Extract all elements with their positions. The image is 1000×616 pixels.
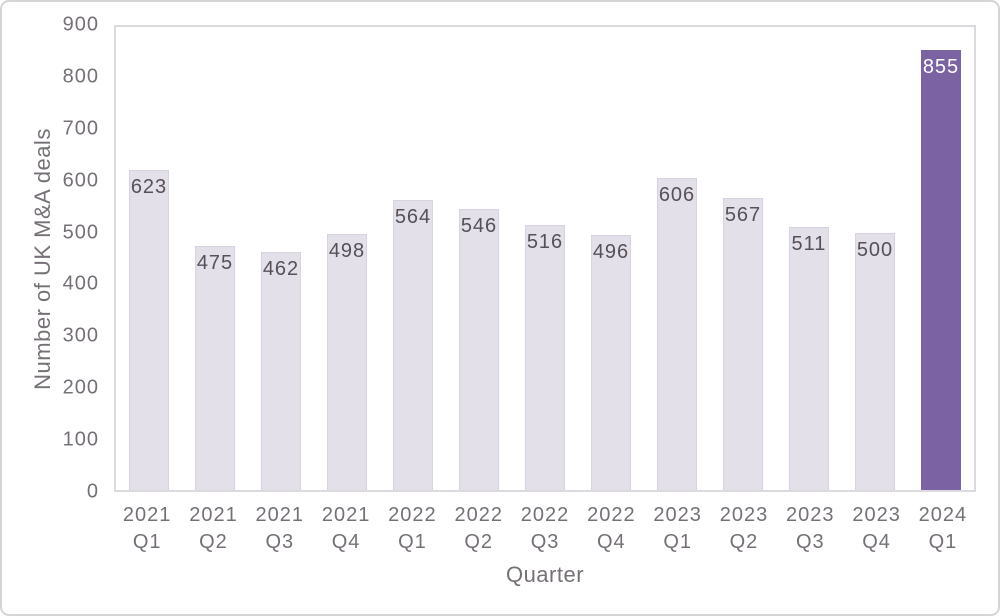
y-tick-label: 200 [62, 376, 99, 399]
x-tick-label: 2022 Q1 [379, 502, 445, 556]
x-tick-quarter: Q4 [331, 531, 361, 553]
x-tick-label: 2022 Q4 [578, 502, 644, 556]
y-tick-label: 0 [86, 480, 99, 503]
bar-value-label: 475 [196, 251, 234, 274]
x-tick-label: 2023 Q3 [777, 502, 843, 556]
bar-value-label: 500 [856, 238, 894, 261]
x-tick-label: 2023 Q2 [711, 502, 777, 556]
bar-highlighted: 855 [920, 50, 962, 490]
bar-series: 623 475 462 498 564 546 516 496 606 567 511 500 855 [116, 27, 974, 490]
x-tick-quarter: Q4 [862, 531, 891, 553]
bar: 462 [260, 252, 302, 490]
bar-column: 498 [314, 27, 380, 490]
bar-value-label: 516 [526, 230, 564, 253]
y-tick-label: 900 [62, 13, 99, 36]
x-tick-year: 2023 [719, 504, 769, 526]
bar-column: 511 [776, 27, 842, 490]
x-tick-label: 2023 Q4 [843, 502, 909, 556]
bar-value-label: 462 [262, 258, 300, 281]
bar-column: 564 [380, 27, 446, 490]
x-tick-quarter: Q3 [265, 531, 295, 553]
bar-column: 546 [446, 27, 512, 490]
x-tick-label: 2021 Q1 [114, 502, 180, 556]
x-tick-quarter: Q2 [729, 531, 759, 553]
y-tick-label: 300 [62, 324, 99, 347]
x-tick-year: 2022 [454, 504, 503, 526]
y-tick-label: 100 [62, 428, 99, 451]
x-tick-year: 2021 [321, 504, 371, 526]
x-tick-label: 2022 Q3 [512, 502, 578, 556]
bar-column: 516 [512, 27, 578, 490]
bar-value-label: 546 [460, 215, 498, 238]
bar: 496 [590, 234, 632, 490]
bar: 500 [854, 232, 896, 490]
y-tick-label: 400 [62, 272, 99, 295]
x-tick-year: 2022 [388, 504, 437, 526]
x-tick-label: 2021 Q2 [180, 502, 246, 556]
bar: 623 [128, 169, 170, 490]
plot-area: 623 475 462 498 564 546 516 496 606 567 511 500 855 [114, 25, 976, 492]
x-tick-quarter: Q2 [199, 531, 228, 553]
x-tick-year: 2023 [852, 504, 901, 526]
x-tick-year: 2021 [255, 504, 305, 526]
x-tick-quarter: Q1 [928, 531, 958, 553]
y-tick-label: 500 [62, 221, 99, 244]
bar: 546 [458, 209, 500, 490]
x-tick-year: 2023 [786, 504, 835, 526]
x-tick-quarter: Q3 [795, 531, 825, 553]
x-tick-label: 2024 Q1 [910, 502, 976, 556]
bar: 498 [326, 233, 368, 490]
x-tick-quarter: Q1 [663, 531, 692, 553]
x-tick-quarter: Q2 [464, 531, 494, 553]
y-tick-label: 700 [62, 117, 99, 140]
bar-column: 475 [182, 27, 248, 490]
bar-value-label: 623 [130, 175, 168, 198]
x-tick-quarter: Q4 [597, 531, 626, 553]
x-tick-year: 2024 [918, 504, 968, 526]
bar-column: 500 [842, 27, 908, 490]
bar: 606 [656, 178, 698, 490]
bar-value-label: 498 [328, 239, 366, 262]
x-tick-year: 2021 [122, 504, 172, 526]
bar-column: 855 [908, 27, 974, 490]
y-tick-label: 800 [62, 65, 99, 88]
bar: 567 [722, 198, 764, 490]
y-axis-title: Number of UK M&A deals [30, 128, 55, 390]
bar-column: 462 [248, 27, 314, 490]
bar: 564 [392, 199, 434, 490]
x-tick-quarter: Q1 [398, 531, 427, 553]
bar-column: 623 [116, 27, 182, 490]
bar-column: 606 [644, 27, 710, 490]
x-axis-ticks: 2021 Q1 2021 Q2 2021 Q3 2021 Q4 2022 Q1 2022 Q2 2022… [114, 502, 976, 556]
x-tick-label: 2021 Q4 [313, 502, 379, 556]
bar: 475 [194, 245, 236, 490]
x-tick-quarter: Q3 [530, 531, 560, 553]
bar-column: 496 [578, 27, 644, 490]
bar-value-label: 564 [394, 205, 432, 228]
x-tick-label: 2021 Q3 [247, 502, 313, 556]
bar-value-label: 511 [791, 233, 827, 256]
bar: 516 [524, 224, 566, 490]
bar-value-label: 606 [658, 184, 696, 207]
y-tick-label: 600 [62, 169, 99, 192]
x-tick-year: 2022 [520, 504, 570, 526]
x-tick-year: 2022 [587, 504, 636, 526]
bar-value-label: 496 [592, 240, 630, 263]
x-axis-title: Quarter [505, 562, 585, 587]
bar-value-label: 567 [724, 204, 762, 227]
x-tick-label: 2022 Q2 [446, 502, 512, 556]
bar-column: 567 [710, 27, 776, 490]
x-tick-year: 2023 [653, 504, 702, 526]
x-tick-quarter: Q1 [132, 531, 162, 553]
x-tick-year: 2021 [189, 504, 238, 526]
x-tick-label: 2023 Q1 [645, 502, 711, 556]
bar: 511 [788, 227, 830, 490]
bar-value-label: 855 [922, 56, 960, 79]
